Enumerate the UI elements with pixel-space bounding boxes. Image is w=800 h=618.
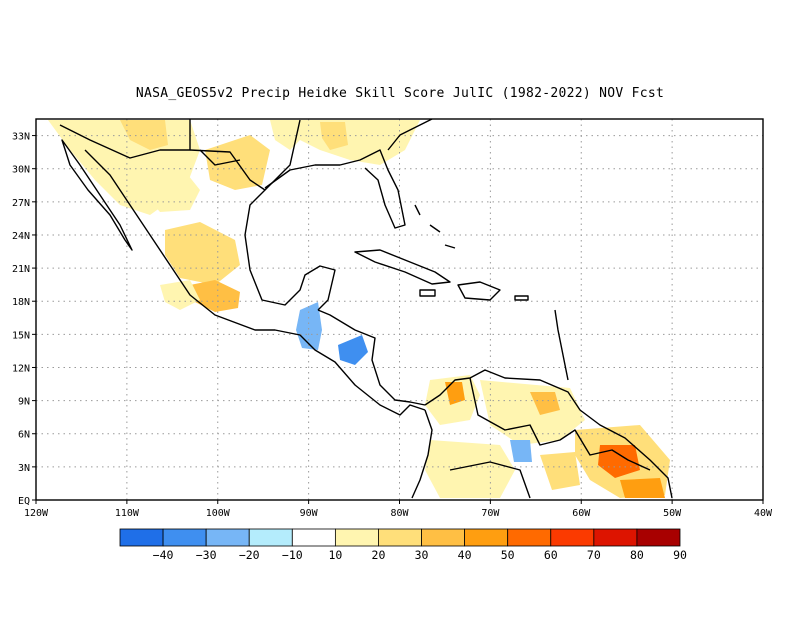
coastline-segment — [387, 118, 433, 151]
coastline-segment — [61, 139, 133, 251]
coastline-segment — [84, 149, 301, 336]
colorbar-swatch — [421, 528, 466, 547]
coastline-segment — [264, 149, 406, 229]
lat-tick-label: 6N — [18, 430, 30, 441]
coastline-segment — [457, 281, 501, 301]
skill-area-amazon-east — [540, 452, 580, 490]
lat-tick-label: 27N — [12, 198, 30, 209]
colorbar-swatch — [291, 528, 336, 547]
coastline-segment — [299, 334, 426, 416]
coastline-segment — [59, 119, 191, 159]
lat-tick-label: 3N — [18, 463, 30, 474]
coastline-segment — [317, 309, 426, 406]
colorbar-label: 30 — [415, 548, 429, 562]
colorbar-swatch — [550, 528, 595, 547]
skill-area-florida — [300, 120, 420, 165]
skill-area-southern-usa-west — [120, 120, 168, 150]
lat-tick-label: 33N — [12, 132, 30, 143]
colorbar-label: 90 — [673, 548, 687, 562]
axis-ticks: 120W 110W 100W 90W 80W 70W 60W 50W 40W EQ 3N 6N 9N 12… — [12, 132, 773, 519]
lat-tick-label: 15N — [12, 330, 30, 341]
gridlines — [36, 119, 763, 500]
colorbar-label: 50 — [501, 548, 515, 562]
colorbar-swatch — [162, 528, 207, 547]
coastline-segment — [354, 249, 451, 285]
coastline-segment — [554, 309, 569, 381]
lat-tick-label: 21N — [12, 264, 30, 275]
colorbar-swatch — [464, 528, 509, 547]
lat-tick-label: 9N — [18, 397, 30, 408]
lat-tick-label: 18N — [12, 297, 30, 308]
lon-tick-label: 120W — [24, 508, 49, 519]
coastline-segment — [469, 377, 651, 471]
coastline-segment — [199, 149, 241, 166]
colorbar-swatch — [507, 528, 552, 547]
skill-fills — [48, 120, 670, 498]
skill-area-southern-mexico — [160, 280, 200, 310]
lon-tick-label: 50W — [663, 508, 682, 519]
colorbar-label: 10 — [328, 548, 342, 562]
skill-area-guiana — [620, 478, 665, 498]
colorbar: −40 −30 −20 −10 10 20 30 40 50 60 70 80 90 — [119, 528, 687, 562]
map-title: NASA_GEOS5v2 Precip Heidke Skill Score J… — [135, 86, 665, 101]
colorbar-swatch — [248, 528, 293, 547]
colorbar-swatch — [378, 528, 422, 547]
lat-tick-label: 24N — [12, 231, 30, 242]
coastline-segment — [419, 289, 436, 297]
lon-tick-label: 40W — [754, 508, 773, 519]
coastline-segment — [189, 119, 301, 191]
colorbar-label: 80 — [630, 548, 644, 562]
colorbar-swatch — [119, 528, 164, 547]
lat-tick-label: EQ — [18, 496, 30, 507]
colorbar-label: 20 — [372, 548, 386, 562]
coastline-segment — [414, 204, 456, 249]
lon-tick-label: 80W — [390, 508, 409, 519]
lon-tick-label: 90W — [300, 508, 319, 519]
colorbar-label: −40 — [153, 548, 174, 562]
colorbar-swatch — [636, 528, 681, 547]
lon-tick-label: 70W — [481, 508, 500, 519]
skill-area-venezuela — [480, 380, 585, 445]
coastline-segment — [514, 295, 529, 301]
skill-area-mexican-plateau — [165, 222, 240, 285]
colorbar-label: −20 — [239, 548, 260, 562]
skill-area-southern-usa-west — [270, 120, 305, 150]
coastline-segment — [424, 369, 673, 499]
colorbar-swatch — [593, 528, 638, 547]
colorbar-label: −10 — [282, 548, 303, 562]
colorbar-label: −30 — [196, 548, 217, 562]
colorbar-label: 70 — [587, 548, 601, 562]
colorbar-label: 60 — [544, 548, 558, 562]
colorbar-label: 40 — [458, 548, 472, 562]
lon-tick-label: 100W — [206, 508, 231, 519]
skill-area-venezuela — [530, 392, 560, 415]
coastlines — [59, 118, 673, 499]
skill-area-southern-mexico — [190, 280, 240, 312]
lat-tick-label: 30N — [12, 165, 30, 176]
lat-tick-label: 12N — [12, 363, 30, 374]
colorbar-swatch — [334, 528, 379, 547]
coastline-segment — [411, 409, 433, 499]
lon-tick-label: 60W — [572, 508, 591, 519]
skill-area-honduras — [338, 335, 368, 365]
skill-area-guiana — [598, 445, 640, 478]
colorbar-swatch — [205, 528, 250, 547]
skill-area-amazon-east — [510, 440, 532, 462]
skill-area-mexican-plateau — [140, 165, 200, 212]
coastline-segment — [244, 189, 336, 311]
lon-tick-label: 110W — [115, 508, 140, 519]
coastline-segment — [449, 461, 531, 499]
skill-area-amazon-east — [425, 440, 515, 498]
skill-area-colombia-north — [445, 382, 465, 405]
